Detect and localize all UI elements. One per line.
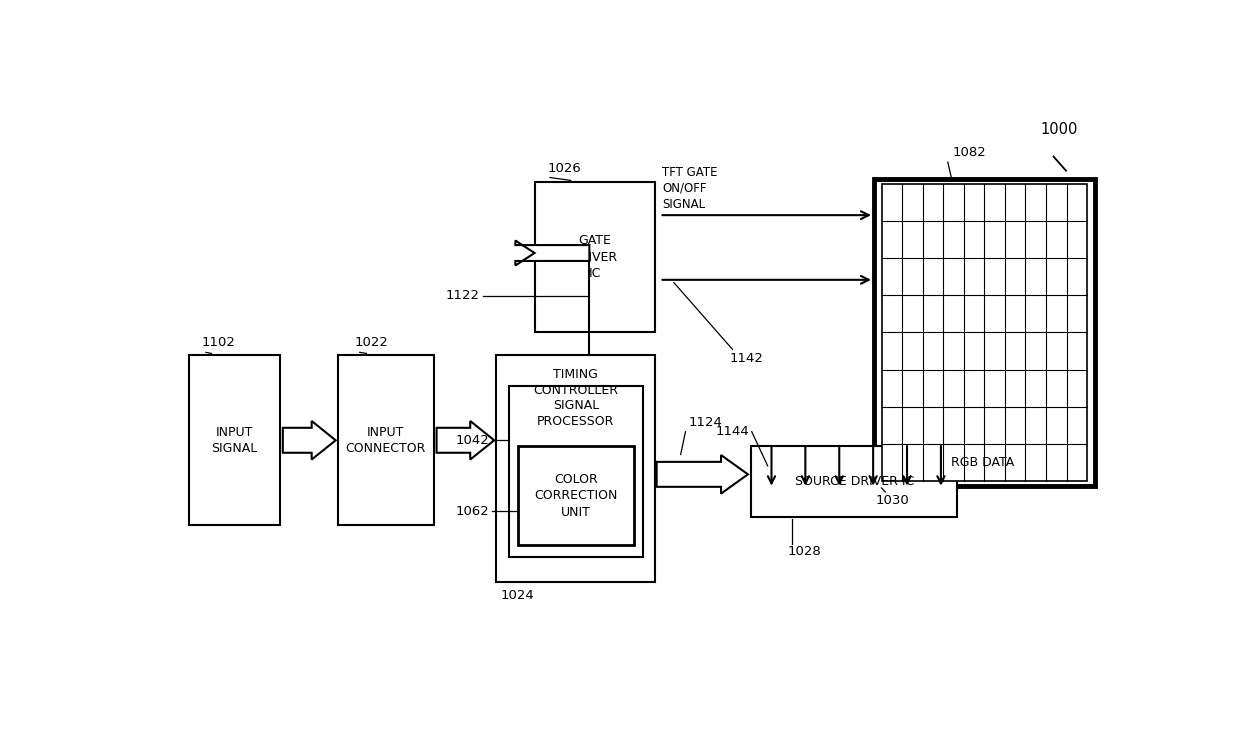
Text: 1082: 1082: [952, 147, 986, 159]
Bar: [508, 386, 644, 556]
Text: 1102: 1102: [201, 337, 236, 349]
Polygon shape: [436, 421, 495, 460]
Bar: [534, 182, 655, 332]
Polygon shape: [283, 421, 336, 460]
Text: TFT GATE
ON/OFF
SIGNAL: TFT GATE ON/OFF SIGNAL: [662, 166, 718, 211]
Bar: [874, 179, 1095, 486]
Text: 1142: 1142: [729, 352, 764, 366]
Text: 1124: 1124: [688, 416, 722, 429]
Text: 1022: 1022: [355, 337, 389, 349]
Text: SIGNAL
PROCESSOR: SIGNAL PROCESSOR: [537, 399, 615, 428]
Bar: [496, 355, 655, 582]
Polygon shape: [516, 240, 589, 265]
Text: 1028: 1028: [787, 545, 821, 558]
Bar: [188, 355, 280, 525]
Polygon shape: [657, 455, 748, 494]
Bar: [518, 446, 634, 545]
Text: GATE
DRIVER
IC: GATE DRIVER IC: [572, 234, 619, 280]
Bar: [882, 184, 1087, 481]
Text: SOURCE DRIVER IC: SOURCE DRIVER IC: [795, 475, 914, 488]
Text: 1026: 1026: [547, 161, 580, 175]
Text: 1000: 1000: [1040, 122, 1078, 138]
Text: TIMING
CONTROLLER: TIMING CONTROLLER: [533, 368, 618, 397]
Text: 1030: 1030: [875, 495, 909, 507]
Text: 1122: 1122: [446, 289, 480, 302]
Text: 1144: 1144: [715, 425, 749, 439]
Text: INPUT
SIGNAL: INPUT SIGNAL: [211, 425, 258, 455]
Text: COLOR
CORRECTION
UNIT: COLOR CORRECTION UNIT: [534, 472, 618, 519]
Text: INPUT
CONNECTOR: INPUT CONNECTOR: [346, 425, 425, 455]
Text: RGB DATA: RGB DATA: [951, 456, 1014, 469]
Bar: [751, 446, 957, 517]
Text: 1062: 1062: [455, 505, 490, 517]
Bar: [337, 355, 434, 525]
Text: 1042: 1042: [455, 434, 490, 447]
Text: 1024: 1024: [501, 589, 534, 602]
